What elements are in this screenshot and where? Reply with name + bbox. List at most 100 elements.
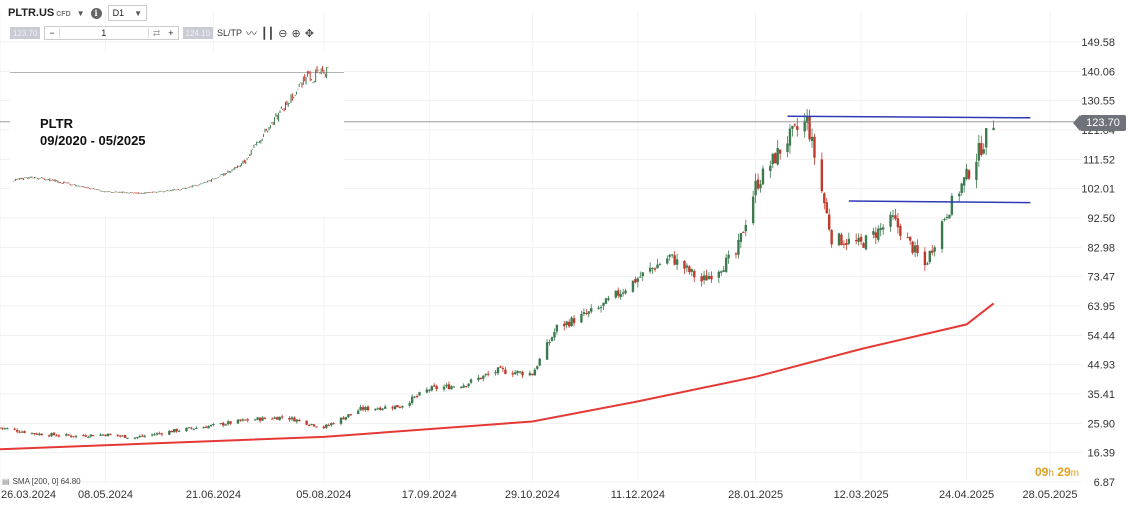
candle-body (570, 317, 573, 327)
candle-body (425, 389, 429, 393)
timeframe-select[interactable]: D1 ▼ (107, 5, 147, 21)
inset-candle (276, 114, 278, 120)
inset-candle (202, 182, 204, 184)
inset-candle (247, 156, 249, 158)
symbol-label[interactable]: PLTR.US CFD (8, 7, 71, 19)
candle-body (84, 435, 88, 437)
candle-body (40, 433, 43, 436)
inset-candle (221, 173, 223, 175)
candle-body (298, 420, 301, 422)
crosshair-icon[interactable]: ✥ (304, 27, 314, 40)
inset-candle (289, 103, 291, 105)
candle-body (106, 433, 110, 437)
candle-body (722, 270, 725, 272)
candle-body (356, 410, 360, 414)
increment-button[interactable]: + (168, 28, 174, 38)
inset-candle (72, 184, 74, 186)
inset-candle (97, 189, 99, 191)
line-chart-icon[interactable]: 〰 (246, 28, 258, 40)
candle-body (344, 416, 348, 420)
candle-body (690, 269, 694, 272)
current-price-tag: 123.70 (1073, 115, 1126, 131)
quantity-stepper[interactable]: − 1 ⇄ + (44, 26, 179, 40)
candle-body (908, 236, 912, 241)
inset-candle (252, 148, 254, 150)
candle-body (376, 408, 380, 410)
candle-body (940, 221, 944, 249)
inset-candle (35, 176, 37, 178)
indicator-icon[interactable]: ▤ (2, 477, 10, 486)
candle-body (138, 436, 142, 438)
inset-candle (112, 191, 114, 193)
candle-body (786, 143, 789, 152)
inset-candle (319, 72, 321, 74)
inset-candle (256, 141, 258, 146)
sma-200-line (0, 302, 995, 451)
candle-body (504, 369, 507, 374)
candlestick-icon[interactable]: ┃┃ (261, 27, 275, 40)
inset-candle (306, 71, 308, 77)
y-tick-label: 140.06 (1081, 66, 1115, 78)
sell-price[interactable]: 123.70 (10, 27, 41, 39)
zoom-in-icon[interactable]: ⊕ (291, 27, 301, 40)
candle-body (874, 232, 878, 238)
candle-body (452, 386, 456, 388)
inset-candle (308, 70, 310, 74)
candle-body (943, 219, 946, 221)
inset-candle (176, 189, 178, 191)
inset-candle (91, 188, 93, 190)
candle-body (533, 369, 537, 376)
candle-body (688, 266, 691, 273)
inset-candle (31, 176, 33, 179)
instrument-type: CFD (56, 11, 71, 18)
inset-candle (66, 182, 68, 184)
candle-body (494, 372, 497, 374)
x-tick-label: 12.03.2025 (834, 489, 889, 501)
candle-body (948, 214, 951, 219)
candle-body (133, 437, 137, 439)
candle-body (756, 179, 760, 189)
inset-candle (283, 108, 285, 112)
inset-candle (116, 191, 118, 193)
candle-body (933, 247, 936, 252)
decrement-button[interactable]: − (49, 28, 55, 38)
zoom-out-icon[interactable]: ⊖ (278, 27, 288, 40)
info-icon[interactable]: i (90, 7, 102, 19)
candle-body (896, 218, 900, 228)
inset-candle (149, 192, 151, 193)
inset-candle (194, 184, 196, 186)
buy-price[interactable]: 124.10 (182, 27, 214, 39)
candle-body (617, 290, 620, 296)
candle-body (496, 367, 500, 374)
inset-candle (18, 178, 20, 180)
inset-candle (311, 78, 313, 81)
swap-icon[interactable]: ⇄ (152, 27, 161, 38)
candle-body (87, 436, 90, 438)
candle-body (462, 385, 465, 388)
inset-candle (61, 183, 63, 184)
candle-body (258, 417, 262, 421)
chevron-down-icon[interactable]: ▼ (76, 8, 85, 18)
candle-body (192, 428, 196, 430)
y-tick-label: 6.87 (1094, 477, 1115, 489)
inset-candle (147, 192, 149, 193)
inset-candle (50, 179, 52, 181)
sltp-button[interactable]: SL/TP (217, 28, 243, 38)
y-tick-label: 82.98 (1087, 242, 1115, 254)
candle-body (273, 417, 276, 419)
inset-candle (291, 93, 293, 101)
candle-body (879, 227, 882, 230)
inset-candle (157, 191, 159, 193)
candle-body (72, 436, 75, 438)
candle-body (536, 366, 539, 369)
quantity-value[interactable]: 1 (58, 28, 149, 38)
y-tick-label: 16.39 (1087, 448, 1115, 460)
candle-body (65, 434, 68, 436)
candle-body (619, 293, 622, 298)
candle-body (104, 434, 107, 436)
y-tick-label: 73.47 (1087, 272, 1115, 284)
inset-candle (280, 106, 282, 109)
inset-candle (243, 159, 245, 163)
candle-body (487, 373, 490, 375)
candle-body (408, 402, 411, 406)
